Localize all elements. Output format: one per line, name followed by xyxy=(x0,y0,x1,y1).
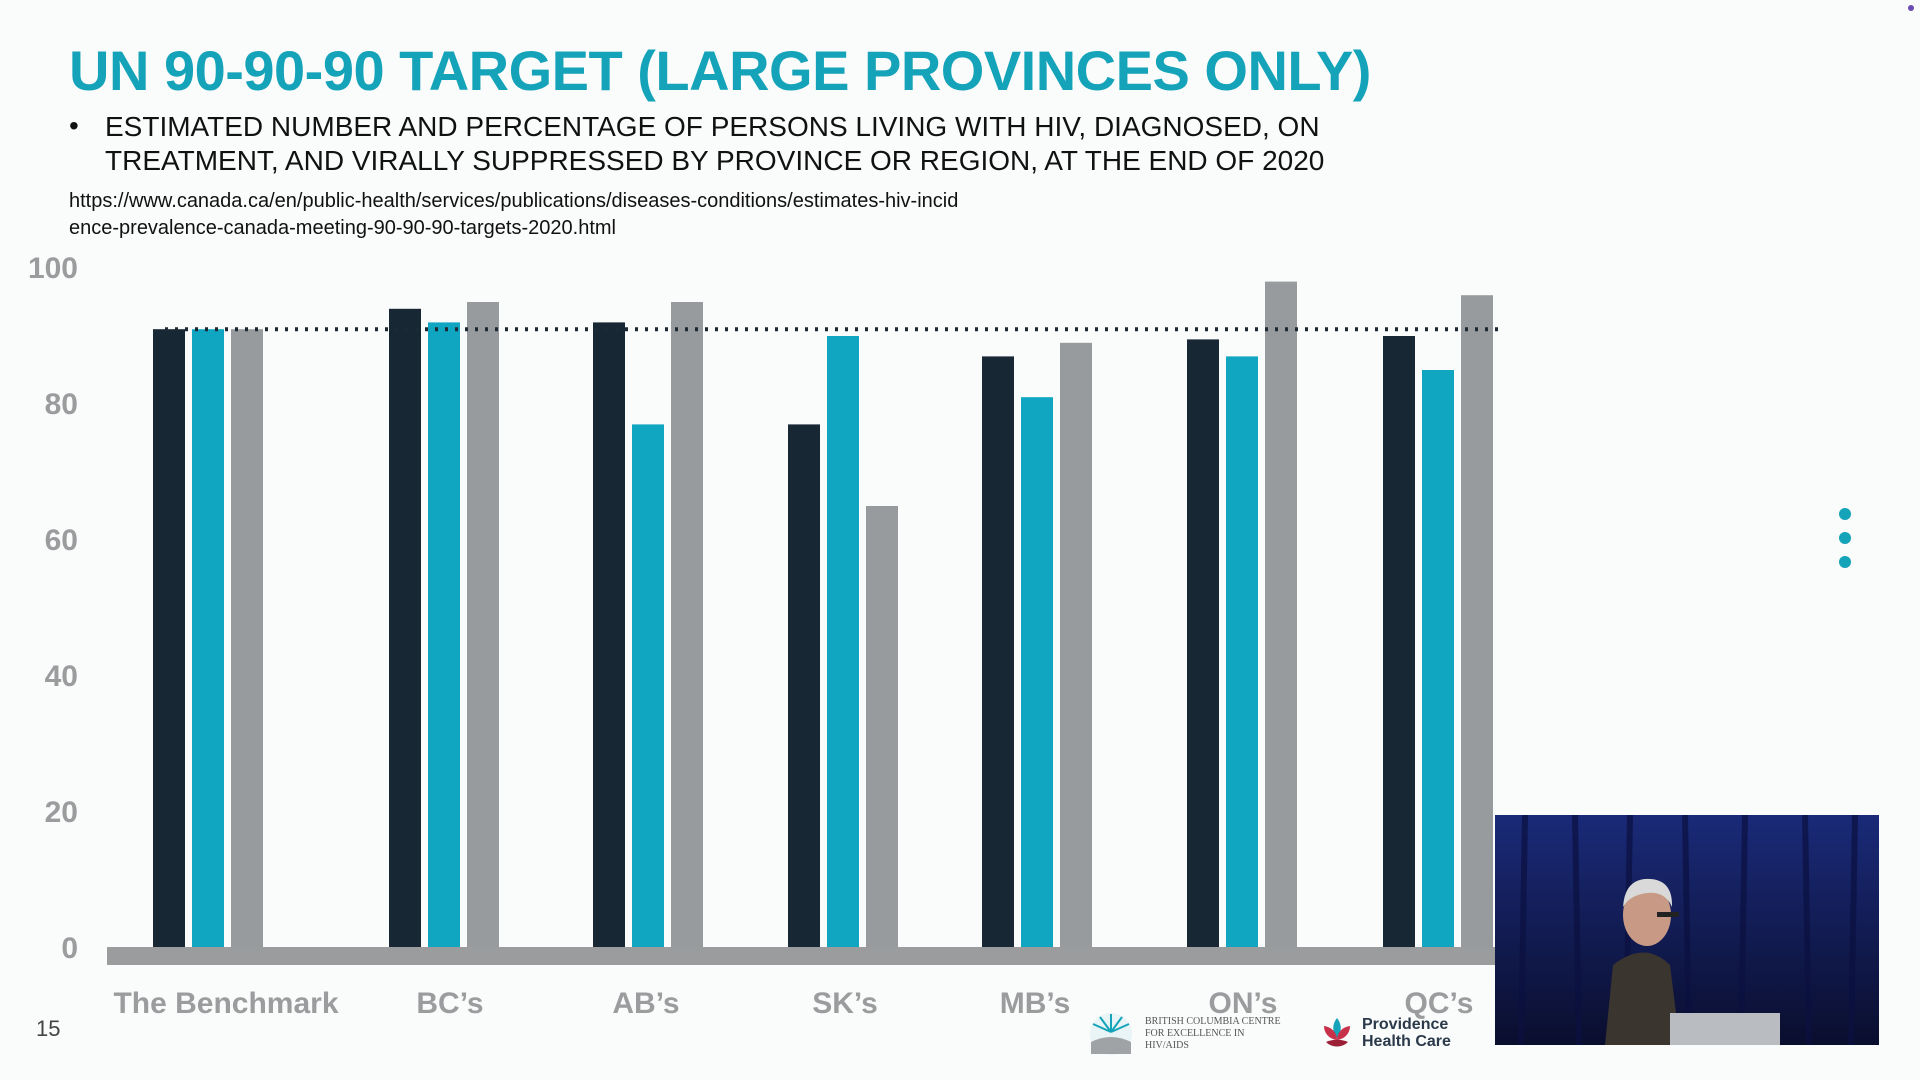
bar-1-6 xyxy=(1383,336,1415,948)
x-tick-label: The Benchmark xyxy=(113,987,338,1020)
bar-2-3 xyxy=(827,336,859,948)
bccfe-logo-text: BRITISH COLUMBIA CENTRE for EXCELLENCE i… xyxy=(1145,1016,1281,1051)
x-axis-baseline xyxy=(107,947,1495,965)
more-vertical-icon[interactable] xyxy=(1839,508,1857,580)
x-axis-labels: The Benchmark BC’s AB’s SK’s MB’s ON’s QC’s xyxy=(113,987,1473,1020)
y-tick-label: 20 xyxy=(45,796,78,829)
slide-number: 15 xyxy=(36,1016,61,1041)
source-url: https://www.canada.ca/en/public-health/s… xyxy=(69,190,959,239)
bar-3-3 xyxy=(866,506,898,948)
bar-1-1 xyxy=(389,308,421,948)
bar-3-2 xyxy=(671,302,703,948)
bar-2-4 xyxy=(1021,397,1053,948)
bar-2-2 xyxy=(632,424,664,948)
presenter-video xyxy=(1495,815,1879,1045)
status-indicator xyxy=(1908,5,1914,11)
slide-subtitle: ESTIMATED NUMBER AND PERCENTAGE OF PERSO… xyxy=(105,111,1325,176)
bar-2-5 xyxy=(1226,356,1258,948)
bar-3-4 xyxy=(1060,342,1092,948)
bccfe-logo-icon xyxy=(1090,1013,1132,1055)
menu-dot xyxy=(1839,532,1851,544)
providence-logo-icon xyxy=(1324,1018,1350,1047)
x-tick-label: ON’s xyxy=(1209,987,1278,1020)
bar-2-0 xyxy=(192,329,224,948)
slide-title: UN 90-90-90 TARGET (LARGE PROVINCES ONLY… xyxy=(69,39,1371,102)
providence-logo-text: Providence Health Care xyxy=(1362,1016,1451,1050)
bar-3-5 xyxy=(1265,281,1297,949)
x-tick-label: BC’s xyxy=(416,987,483,1020)
bar-chart: 0 20 40 60 80 100 The Benchmark BC’s AB’s SK’s MB… xyxy=(28,252,1500,1020)
x-tick-label: QC’s xyxy=(1405,987,1474,1020)
bar-1-5 xyxy=(1187,339,1219,948)
y-tick-label: 40 xyxy=(45,660,78,693)
providence-logo: Providence Health Care xyxy=(1318,1014,1478,1054)
bar-2-1 xyxy=(428,322,460,948)
bar-3-6 xyxy=(1461,295,1493,948)
bccfe-logo: BRITISH COLUMBIA CENTRE for EXCELLENCE i… xyxy=(1089,1010,1281,1058)
y-axis-ticks: 0 20 40 60 80 100 xyxy=(28,252,78,965)
bar-2-6 xyxy=(1422,370,1454,948)
bar-3-0 xyxy=(231,329,263,948)
bar-1-2 xyxy=(593,322,625,948)
presenter-video-frame xyxy=(1495,815,1879,1045)
y-tick-label: 0 xyxy=(61,932,78,965)
bar-1-3 xyxy=(788,424,820,948)
bar-3-1 xyxy=(467,302,499,948)
menu-dot xyxy=(1839,556,1851,568)
bar-1-4 xyxy=(982,356,1014,948)
x-tick-label: AB’s xyxy=(612,987,679,1020)
x-tick-label: SK’s xyxy=(812,987,878,1020)
bullet-icon: • xyxy=(69,110,79,141)
x-tick-label: MB’s xyxy=(1000,987,1071,1020)
y-tick-label: 60 xyxy=(45,524,78,557)
bar-1-0 xyxy=(153,329,185,948)
y-tick-label: 100 xyxy=(28,252,78,285)
menu-dot xyxy=(1839,508,1851,520)
y-tick-label: 80 xyxy=(45,388,78,421)
bars xyxy=(153,281,1493,949)
